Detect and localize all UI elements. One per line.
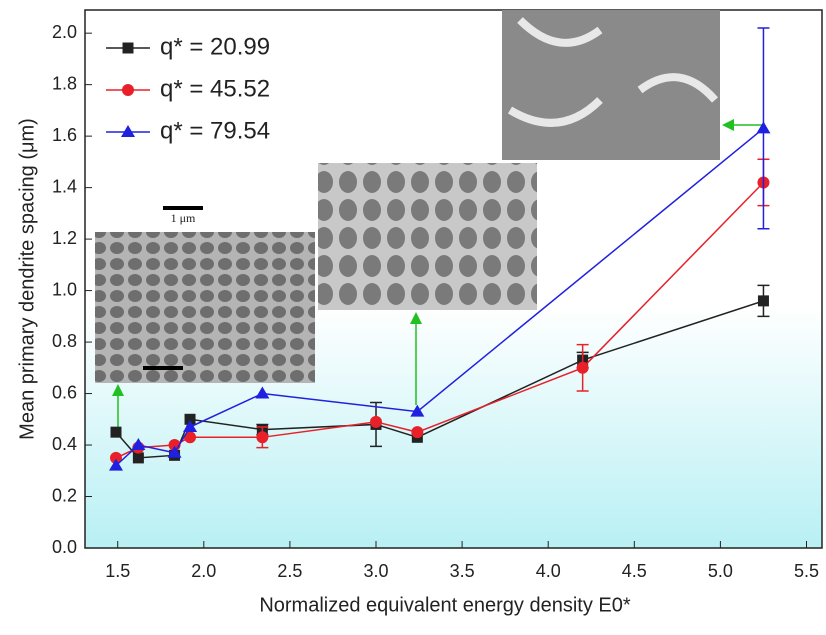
- y-tick-label: 0.0: [52, 537, 77, 557]
- sem-texture: [507, 17, 719, 127]
- y-tick-label: 0.6: [52, 382, 77, 402]
- x-tick-label: 5.0: [708, 561, 733, 581]
- scale-label: 1 μm: [171, 211, 196, 225]
- marker: [108, 458, 123, 471]
- x-tick-label: 5.5: [794, 561, 819, 581]
- y-tick-label: 0.8: [52, 331, 77, 351]
- x-tick-label: 3.5: [450, 561, 475, 581]
- x-tick-label: 4.5: [622, 561, 647, 581]
- y-tick-label: 1.0: [52, 279, 77, 299]
- marker: [255, 386, 270, 399]
- marker: [756, 121, 771, 134]
- y-tick-label: 1.4: [52, 176, 77, 196]
- y-tick-label: 0.2: [52, 485, 77, 505]
- x-tick-label: 4.0: [536, 561, 561, 581]
- marker: [132, 452, 144, 464]
- legend-label: q* = 79.54: [160, 117, 270, 144]
- marker: [167, 445, 182, 458]
- marker: [183, 420, 198, 433]
- y-axis-label: Mean primary dendrite spacing (μm): [16, 118, 38, 440]
- legend-marker: [122, 84, 134, 96]
- legend-label: q* = 20.99: [160, 33, 270, 60]
- marker: [110, 426, 122, 438]
- marker: [184, 431, 197, 444]
- legend-marker: [121, 125, 135, 137]
- sem-image: [95, 232, 315, 383]
- x-tick-label: 1.5: [105, 561, 130, 581]
- marker: [184, 413, 196, 425]
- marker: [410, 404, 425, 417]
- legend-label: q* = 45.52: [160, 75, 270, 102]
- x-axis-label: Normalized equivalent energy density E0*: [259, 594, 631, 616]
- x-tick-label: 3.0: [363, 561, 388, 581]
- y-tick-label: 2.0: [52, 22, 77, 42]
- y-tick-label: 1.2: [52, 228, 77, 248]
- marker: [131, 438, 146, 451]
- legend-marker: [122, 42, 134, 54]
- y-tick-label: 1.8: [52, 73, 77, 93]
- marker: [576, 361, 589, 374]
- marker: [411, 426, 424, 439]
- marker: [109, 451, 122, 464]
- y-tick-label: 1.6: [52, 125, 77, 145]
- marker: [757, 295, 769, 307]
- marker: [256, 431, 269, 444]
- x-tick-label: 2.5: [277, 561, 302, 581]
- scale-bar: [163, 206, 203, 210]
- sem-image: [318, 163, 537, 310]
- y-tick-label: 0.4: [52, 434, 77, 454]
- scale-bar: [143, 366, 183, 370]
- x-tick-label: 2.0: [191, 561, 216, 581]
- marker: [370, 415, 383, 428]
